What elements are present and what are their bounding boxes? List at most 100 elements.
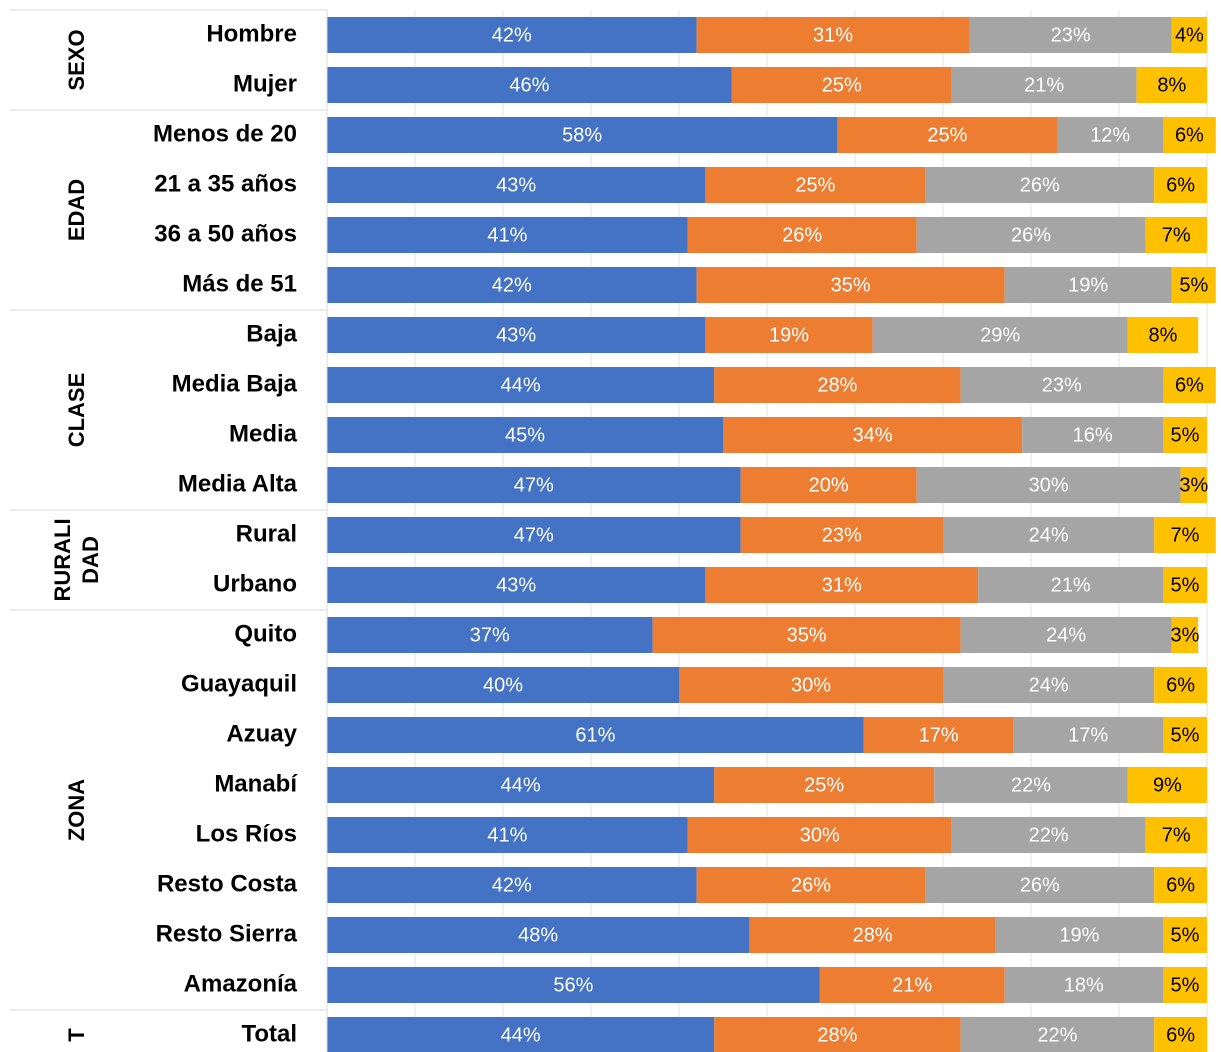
value-label: 47% [514,524,554,546]
bar-segment [714,367,961,403]
category-label: Manabí [214,770,298,797]
value-label: 42% [492,874,532,896]
bar-segment [960,367,1163,403]
bar-segment [327,567,706,603]
value-label: 28% [817,1024,857,1046]
value-label: 5% [1171,424,1200,446]
value-label: 18% [1064,974,1104,996]
bar-segment [872,317,1128,353]
value-label: 19% [769,324,809,346]
value-label: 6% [1166,874,1195,896]
bar-segment [1163,117,1216,153]
category-label: 36 a 50 años [154,220,297,247]
bar-segment [327,267,697,303]
bar-segment [951,817,1146,853]
value-label: 26% [782,224,822,246]
bar-segment [687,217,917,253]
bar-segment [679,667,943,703]
value-label: 30% [800,824,840,846]
bar-segment [652,617,961,653]
bar-segment [714,767,935,803]
bar-segment [1154,167,1207,203]
value-label: 25% [795,174,835,196]
group-label: RURALI DAD [50,518,103,601]
value-label: 7% [1171,524,1200,546]
value-label: 7% [1162,824,1191,846]
bar-segment [1163,367,1216,403]
category-label: Menos de 20 [153,120,297,147]
bar-segment [1154,867,1207,903]
value-label: 6% [1166,1024,1195,1046]
bar-segment [740,467,917,503]
bar-segment [1163,917,1207,953]
value-label: 6% [1175,374,1204,396]
bar-segment [1136,67,1207,103]
value-label: 5% [1171,924,1200,946]
bar-segment [1022,417,1163,453]
bar-segment [327,467,741,503]
category-label: Resto Sierra [156,920,298,947]
bar-segment [327,317,706,353]
bar-segment [1145,217,1207,253]
bar-segment [327,667,679,703]
bar-segment [960,1017,1155,1052]
category-label: Hombre [206,20,297,47]
bar-segment [705,317,873,353]
value-label: 5% [1171,574,1200,596]
value-label: 17% [1068,724,1108,746]
value-label: 24% [1029,524,1069,546]
bar-segment [327,817,688,853]
value-label: 31% [813,24,853,46]
value-label: 26% [1020,174,1060,196]
bar-segment [1163,417,1207,453]
bar-segment [1171,17,1207,53]
value-label: 22% [1037,1024,1077,1046]
value-label: 8% [1157,74,1186,96]
value-label: 42% [492,274,532,296]
bar-segment [969,17,1172,53]
bar-segment [327,417,723,453]
value-label: 42% [492,24,532,46]
value-label: 26% [791,874,831,896]
value-label: 31% [822,574,862,596]
value-label: 16% [1073,424,1113,446]
value-label: 45% [505,424,545,446]
bar-segment [327,517,741,553]
bar-segment [705,167,926,203]
group-label: CLASE [64,373,89,448]
value-label: 8% [1149,324,1178,346]
bar-segment [951,67,1137,103]
value-label: 5% [1171,724,1200,746]
bar-segment [819,967,1005,1003]
bar-segment [327,367,715,403]
value-label: 43% [496,574,536,596]
value-label: 26% [1020,874,1060,896]
value-label: 21% [892,974,932,996]
value-label: 23% [822,524,862,546]
value-label: 6% [1166,174,1195,196]
bar-segment [916,467,1181,503]
category-label: Rural [236,520,297,547]
category-label: Más de 51 [182,270,297,297]
category-label: 21 a 35 años [154,170,297,197]
bar-segment [327,67,732,103]
value-label: 3% [1179,474,1208,496]
value-label: 4% [1175,24,1204,46]
group-label: ZONA [64,779,89,841]
bar-segment [1127,767,1207,803]
bar-segment [943,667,1155,703]
value-label: 3% [1171,624,1200,646]
bar-segment [705,567,979,603]
value-label: 44% [501,774,541,796]
value-label: 46% [509,74,549,96]
category-label: Los Ríos [196,820,297,847]
bar-segment [1154,1017,1207,1052]
value-label: 30% [1029,474,1069,496]
bar-segment [1004,967,1163,1003]
value-label: 35% [831,274,871,296]
value-label: 23% [1051,24,1091,46]
category-label: Mujer [233,70,297,97]
value-label: 21% [1051,574,1091,596]
value-label: 6% [1175,124,1204,146]
value-label: 24% [1029,674,1069,696]
